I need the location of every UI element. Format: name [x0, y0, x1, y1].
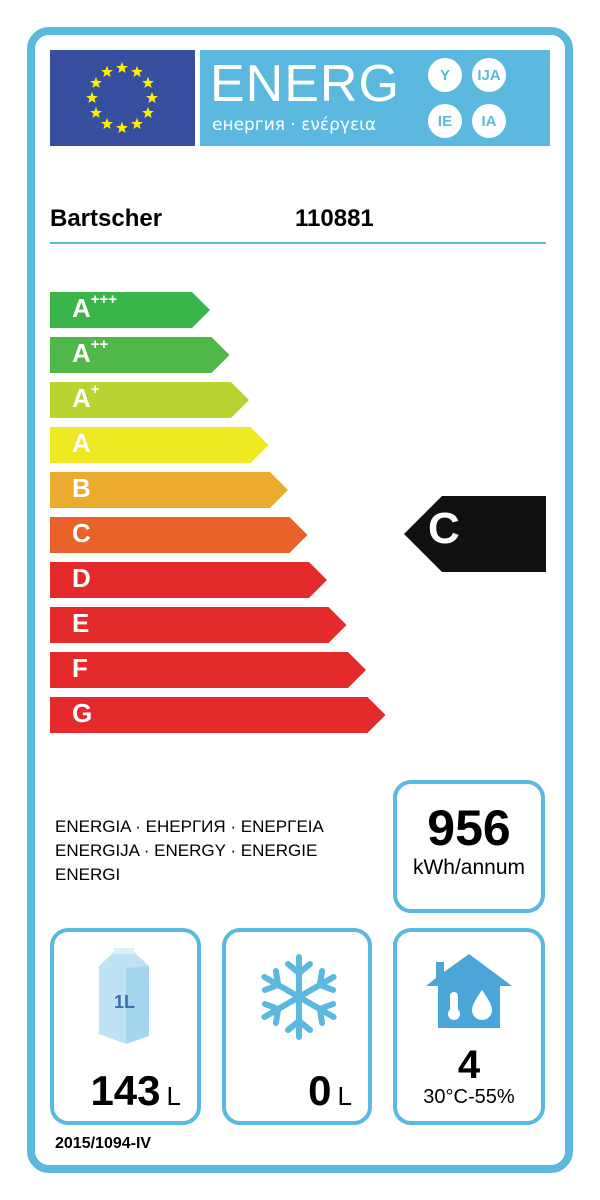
- bar-label-sup: +++: [90, 291, 118, 308]
- chilled-volume: 143 L: [90, 1067, 181, 1115]
- star-icon: [131, 117, 143, 129]
- rating-label: C: [428, 504, 460, 553]
- suffix-badge: IE: [428, 104, 462, 138]
- chilled-value: 143: [90, 1067, 161, 1114]
- climate-class-box: 4 30°C-55%: [393, 928, 545, 1125]
- energy-word-line: ENERGIJA · ENERGY · ENERGIE: [55, 841, 318, 860]
- star-icon: [146, 91, 158, 103]
- bar-label: B: [72, 473, 91, 504]
- efficiency-bar-app: A++: [50, 337, 230, 373]
- bar-label: A++: [72, 336, 109, 369]
- efficiency-bar-e: E: [50, 607, 347, 643]
- bar-letter: G: [72, 698, 93, 728]
- star-icon: [116, 61, 128, 73]
- star-icon: [101, 65, 113, 77]
- efficiency-bar-ap: A+: [50, 382, 249, 418]
- energy-subtitle: енергия · ενέργεια: [212, 115, 377, 135]
- star-icon: [90, 76, 102, 88]
- divider: [50, 242, 546, 244]
- bar-label-sup: ++: [90, 336, 109, 353]
- chilled-unit: L: [166, 1081, 181, 1111]
- energy-word-line: ENERGIA · ЕНЕРГИЯ · ΕΝΕΡΓΕΙΑ: [55, 817, 324, 836]
- star-icon: [131, 65, 143, 77]
- bar-letter: A: [72, 428, 91, 458]
- efficiency-bar-b: B: [50, 472, 288, 508]
- star-icon: [90, 106, 102, 118]
- bar-label: A: [72, 428, 91, 459]
- star-icon: [142, 106, 154, 118]
- bar-label: E: [72, 608, 89, 639]
- efficiency-bar-f: F: [50, 652, 366, 688]
- star-icon: [101, 117, 113, 129]
- efficiency-bar-a: A: [50, 427, 269, 463]
- star-icon: [86, 91, 98, 103]
- regulation-number: 2015/1094-IV: [55, 1135, 152, 1152]
- house-climate-icon: [426, 954, 512, 1028]
- bar-letter: F: [72, 653, 88, 683]
- energy-word-line: ENERGI: [55, 865, 121, 884]
- bar-label: A+++: [72, 291, 118, 324]
- snowflake-icon: [261, 954, 337, 1040]
- suffix-badge: IJA: [472, 58, 506, 92]
- suffix-badge: Y: [428, 58, 462, 92]
- bar-letter: D: [72, 563, 91, 593]
- bar-letter: E: [72, 608, 90, 638]
- efficiency-bar-d: D: [50, 562, 327, 598]
- energy-words: ENERGIA · ЕНЕРГИЯ · ΕΝΕΡΓΕΙΑ ENERGIJA · …: [55, 815, 324, 887]
- supplier-name: Bartscher: [50, 205, 163, 232]
- bar-label: G: [72, 698, 92, 729]
- bar-letter: B: [72, 473, 91, 503]
- bar-letter: A: [72, 338, 91, 368]
- milk-carton-icon: 1L: [99, 948, 149, 1044]
- efficiency-bar-g: G: [50, 697, 386, 733]
- consumption-value: 956: [427, 800, 511, 856]
- energy-header: ENERG енергия · ενέργεια Y IJA IE IA: [200, 50, 550, 146]
- bar-letter: C: [72, 518, 91, 548]
- bar-label: D: [72, 563, 91, 594]
- bar-label-sup: +: [90, 381, 100, 398]
- climate-range: 30°C-55%: [423, 1086, 515, 1108]
- frozen-unit: L: [337, 1081, 352, 1111]
- efficiency-bar-c: C: [50, 517, 308, 553]
- efficiency-bar-appp: A+++: [50, 292, 210, 328]
- bar-label: F: [72, 653, 88, 684]
- energy-logo-text: ENERG: [210, 55, 400, 113]
- bar-letter: A: [72, 293, 91, 323]
- star-icon: [142, 76, 154, 88]
- star-icon: [116, 121, 128, 133]
- bar-label: C: [72, 518, 91, 549]
- suffix-badge: IA: [472, 104, 506, 138]
- climate-class: 4: [457, 1043, 481, 1087]
- bar-letter: A: [72, 383, 91, 413]
- model-id: 110881: [295, 205, 374, 232]
- bar-label: A+: [72, 381, 100, 414]
- consumption-box: 956 kWh/annum: [393, 780, 545, 913]
- eu-flag-icon: [50, 50, 195, 146]
- consumption-unit: kWh/annum: [412, 856, 526, 879]
- frozen-value: 0: [308, 1067, 332, 1114]
- carton-label: 1L: [114, 992, 135, 1012]
- chilled-volume-box: 1L 143 L: [50, 928, 201, 1125]
- label-frame: [27, 27, 573, 1173]
